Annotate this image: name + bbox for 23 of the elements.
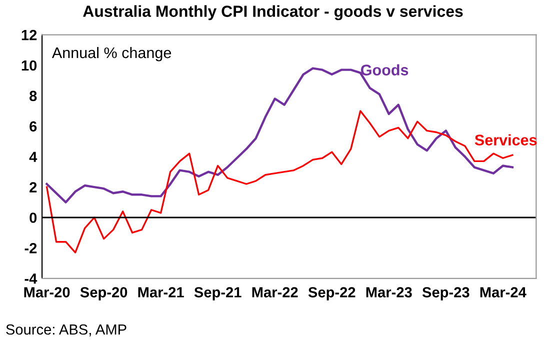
x-tick-label: Sep-21	[194, 287, 242, 300]
series-label: Goods	[361, 64, 408, 76]
x-tick-label: Mar-20	[24, 287, 70, 298]
y-tick-label: 6	[30, 121, 37, 132]
x-tick-label: Sep-23	[422, 287, 470, 300]
x-tick-label: Mar-24	[480, 287, 526, 298]
y-tick-label: 12	[22, 30, 37, 40]
x-tick-label: Mar-21	[138, 287, 184, 298]
y-axis-title: Annual % change	[52, 46, 172, 62]
y-tick-label: 4	[29, 152, 38, 162]
y-tick-label: 8	[30, 90, 37, 102]
source-note: Source: ABS, AMP	[6, 324, 126, 336]
chart-title: Australia Monthly CPI Indicator - goods v services	[83, 5, 463, 20]
y-tick-label: -4	[24, 274, 38, 284]
y-tick-label: 2	[30, 182, 37, 192]
x-tick-label: Mar-22	[252, 287, 298, 298]
y-tick-label: 10	[22, 60, 37, 71]
x-tick-label: Sep-20	[80, 287, 128, 300]
series-label: Services	[474, 134, 537, 146]
x-tick-label: Sep-22	[308, 287, 356, 300]
y-tick-label: 0	[30, 212, 37, 223]
y-tick-label: -2	[24, 243, 37, 254]
x-tick-label: Mar-23	[366, 287, 412, 298]
